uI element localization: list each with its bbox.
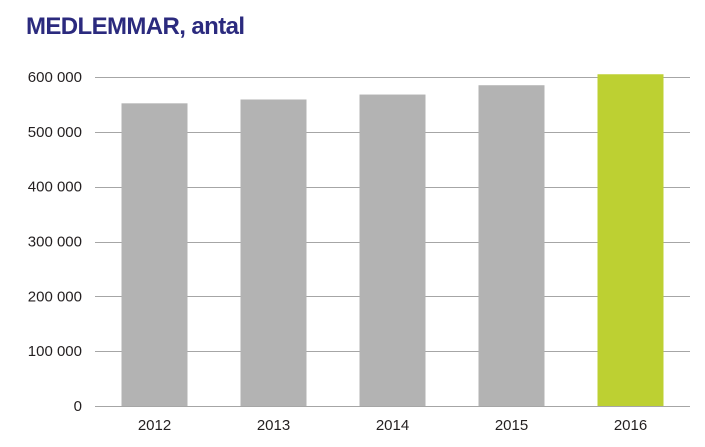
bar-2013 [240,99,307,407]
x-axis-tick-labels: 2012 2013 2014 2015 2016 [138,417,647,434]
x-tick-label: 2016 [614,417,647,434]
y-tick-label: 600 000 [28,69,82,86]
y-tick-label: 500 000 [28,124,82,141]
y-tick-label: 200 000 [28,288,82,305]
bar-2014 [359,94,426,407]
y-tick-label: 0 [74,398,82,415]
x-tick-label: 2012 [138,417,171,434]
bar-2012 [121,103,188,406]
y-tick-label: 300 000 [28,234,82,251]
bars [121,74,664,407]
y-axis-tick-labels: 0 100 000 200 000 300 000 400 000 500 000 600 … [28,69,82,415]
x-tick-label: 2013 [257,417,290,434]
y-tick-label: 100 000 [28,343,82,360]
bar-2016 [597,74,664,406]
chart-title: MEDLEMMAR, antal [26,13,245,40]
x-tick-label: 2014 [376,417,409,434]
bar-2015 [478,85,545,406]
x-tick-label: 2015 [495,417,528,434]
y-tick-label: 400 000 [28,179,82,196]
